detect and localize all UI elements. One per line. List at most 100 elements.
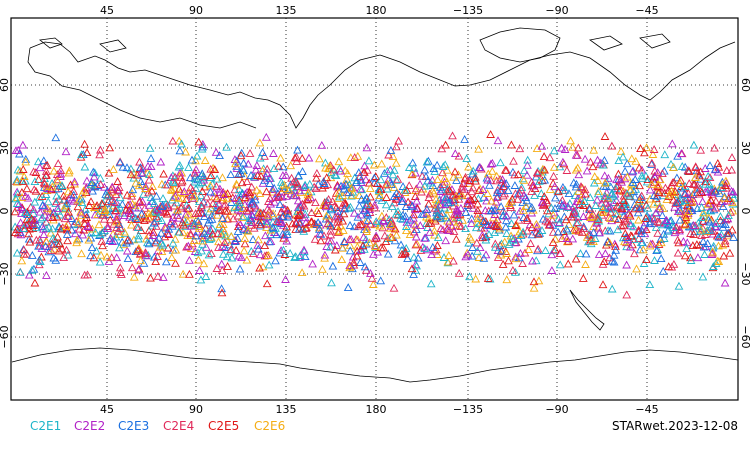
triangle-marker — [339, 209, 349, 218]
triangle-marker — [213, 229, 223, 238]
triangle-marker — [61, 222, 71, 230]
triangle-marker — [428, 181, 438, 189]
triangle-marker — [518, 259, 527, 267]
triangle-marker — [167, 253, 177, 261]
triangle-marker — [360, 161, 369, 170]
triangle-marker — [566, 136, 575, 145]
triangle-marker — [633, 226, 643, 235]
triangle-marker — [378, 223, 388, 232]
triangle-marker — [192, 151, 202, 160]
triangle-marker — [171, 191, 180, 200]
triangle-marker — [619, 220, 628, 229]
triangle-marker — [234, 198, 244, 207]
triangle-marker — [27, 265, 37, 274]
triangle-marker — [217, 284, 226, 293]
triangle-marker — [595, 228, 604, 237]
triangle-marker — [334, 157, 344, 166]
triangle-marker — [397, 249, 407, 258]
triangle-marker — [338, 216, 348, 225]
triangle-marker — [718, 177, 727, 186]
triangle-marker — [353, 242, 362, 251]
triangle-marker — [206, 233, 216, 242]
triangle-marker — [264, 250, 273, 259]
triangle-marker — [208, 229, 218, 238]
triangle-marker — [465, 272, 474, 281]
triangle-marker — [234, 169, 244, 178]
triangle-marker — [105, 215, 115, 224]
triangle-marker — [536, 189, 546, 197]
triangle-marker — [185, 173, 195, 182]
triangle-marker — [232, 179, 241, 188]
triangle-marker — [516, 248, 525, 257]
triangle-marker — [326, 221, 336, 230]
triangle-marker — [492, 176, 501, 185]
triangle-marker — [431, 216, 440, 225]
triangle-marker — [668, 163, 678, 172]
triangle-marker — [57, 181, 67, 190]
triangle-marker — [572, 179, 581, 188]
triangle-marker — [142, 168, 152, 177]
triangle-marker — [620, 166, 630, 175]
triangle-marker — [80, 139, 89, 148]
triangle-marker — [95, 257, 105, 266]
triangle-marker — [573, 217, 583, 226]
triangle-marker — [361, 235, 371, 243]
triangle-marker — [233, 211, 243, 220]
triangle-marker — [642, 143, 651, 152]
triangle-marker — [56, 166, 66, 175]
lon-ticks-bottom: 45 90 135 180 −135 −90 −45 — [100, 403, 659, 416]
triangle-marker — [652, 191, 662, 200]
triangle-marker — [532, 219, 541, 228]
triangle-marker — [653, 198, 663, 206]
triangle-marker — [451, 191, 461, 200]
triangle-marker — [545, 153, 555, 162]
triangle-marker — [651, 222, 661, 231]
triangle-marker — [23, 193, 33, 202]
triangle-marker — [382, 184, 392, 193]
triangle-marker — [407, 201, 417, 210]
triangle-marker — [126, 170, 136, 179]
triangle-marker — [573, 163, 583, 172]
triangle-marker — [289, 190, 298, 199]
triangle-marker — [515, 144, 525, 153]
triangle-marker — [473, 199, 483, 208]
triangle-marker — [502, 275, 512, 284]
triangle-marker — [330, 245, 340, 254]
triangle-marker — [670, 187, 680, 196]
triangle-marker — [103, 222, 113, 230]
triangle-marker — [382, 166, 392, 175]
triangle-marker — [256, 219, 265, 228]
triangle-marker — [315, 224, 324, 233]
triangle-marker — [705, 173, 715, 182]
triangle-marker — [539, 152, 549, 161]
triangle-marker — [47, 182, 57, 191]
triangle-marker — [202, 192, 212, 201]
triangle-marker — [507, 140, 516, 149]
triangle-marker — [302, 195, 312, 204]
triangle-marker — [402, 217, 412, 226]
triangle-marker — [33, 157, 43, 166]
triangle-marker — [194, 137, 204, 146]
triangle-marker — [62, 198, 72, 207]
triangle-marker — [383, 249, 393, 258]
triangle-marker — [284, 185, 294, 194]
triangle-marker — [491, 197, 501, 206]
triangle-marker — [368, 280, 378, 288]
triangle-marker — [248, 249, 258, 258]
triangle-marker — [574, 187, 583, 195]
arctic-islands-coastline — [39, 33, 671, 53]
triangle-marker — [282, 227, 292, 236]
triangle-marker — [482, 196, 491, 205]
triangle-marker — [248, 235, 258, 243]
triangle-marker — [150, 198, 159, 207]
triangle-marker — [523, 155, 533, 164]
triangle-marker — [291, 218, 301, 227]
triangle-marker — [655, 202, 665, 211]
triangle-marker — [17, 256, 27, 265]
triangle-marker — [429, 164, 439, 173]
triangle-marker — [171, 258, 180, 267]
triangle-marker — [305, 179, 315, 188]
triangle-marker — [160, 222, 170, 231]
triangle-marker — [70, 177, 79, 186]
triangle-marker — [96, 145, 105, 154]
